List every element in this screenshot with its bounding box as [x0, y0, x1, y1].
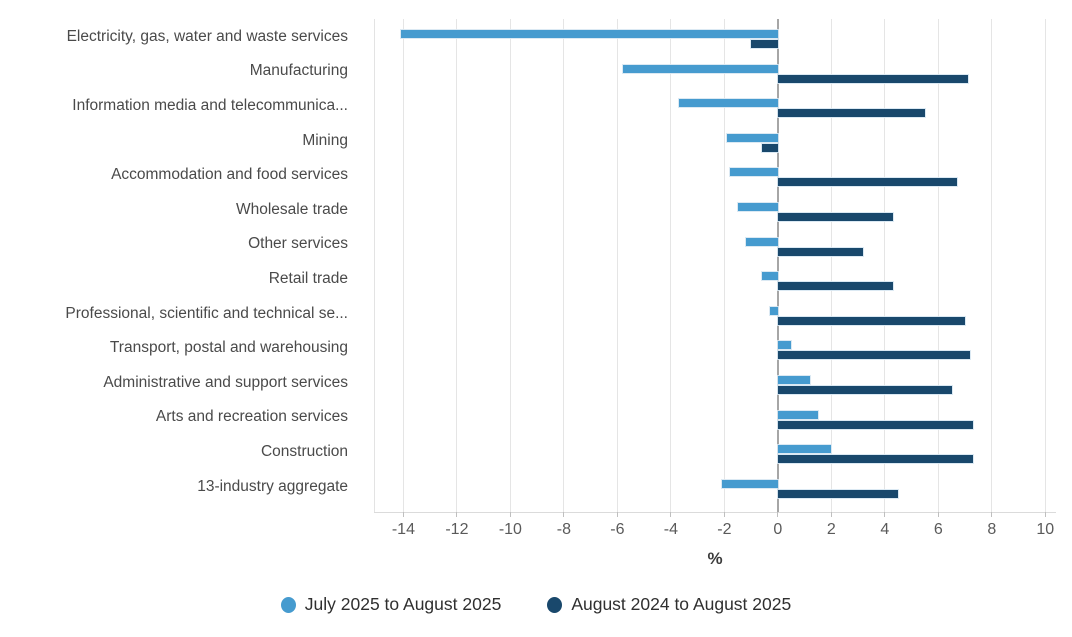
x-tick-label: 2: [826, 521, 836, 538]
chart-legend: July 2025 to August 2025 August 2024 to …: [0, 594, 1072, 615]
category-label: 13-industry aggregate: [197, 477, 348, 495]
plot-left-edge: [374, 19, 375, 512]
x-tick-mark: [402, 512, 404, 517]
x-tick-label: 6: [933, 521, 943, 538]
legend-item-august-2024-to-august-2025[interactable]: August 2024 to August 2025: [547, 594, 791, 615]
x-axis-label: %: [707, 549, 723, 568]
x-tick-label: 0: [773, 521, 783, 538]
gridline: [991, 19, 993, 512]
bar-series-1[interactable]: [720, 478, 779, 489]
category-label: Professional, scientific and technical s…: [65, 304, 348, 322]
bar-series-2[interactable]: [776, 385, 953, 395]
x-tick-label: -8: [556, 521, 571, 538]
bar-series-1[interactable]: [728, 167, 779, 178]
bar-series-2[interactable]: [750, 39, 779, 49]
gridline: [830, 19, 832, 512]
x-tick-label: -14: [391, 521, 415, 538]
category-label: Accommodation and food services: [111, 166, 348, 184]
x-tick-mark: [616, 512, 618, 517]
x-tick-mark: [563, 512, 565, 517]
gridline: [723, 19, 725, 512]
bar-series-1[interactable]: [776, 409, 819, 420]
bar-series-2[interactable]: [776, 350, 972, 361]
bar-series-2[interactable]: [776, 281, 894, 292]
bar-series-1[interactable]: [776, 375, 811, 385]
category-label: Arts and recreation services: [155, 408, 348, 426]
x-tick-label: -6: [610, 521, 625, 538]
bar-series-1[interactable]: [726, 132, 779, 143]
category-label: Retail trade: [268, 269, 348, 287]
x-tick-mark: [723, 512, 725, 517]
gridline: [884, 19, 886, 512]
x-tick-label: 8: [987, 521, 997, 538]
x-tick-label: -10: [498, 521, 522, 538]
bar-series-1[interactable]: [776, 340, 793, 351]
category-label: Electricity, gas, water and waste servic…: [66, 27, 348, 45]
bar-series-1[interactable]: [621, 63, 779, 74]
x-tick-mark: [991, 512, 993, 517]
legend-label: July 2025 to August 2025: [304, 594, 502, 614]
bar-series-2[interactable]: [760, 142, 779, 153]
category-label: Other services: [248, 235, 348, 253]
x-tick-label: -4: [663, 521, 678, 538]
gridline: [456, 19, 458, 512]
x-tick-label: -12: [445, 521, 469, 538]
bar-series-1[interactable]: [768, 305, 779, 316]
bar-series-2[interactable]: [776, 73, 969, 84]
bar-series-2[interactable]: [776, 419, 975, 430]
x-tick-mark: [1044, 512, 1046, 517]
bar-series-1[interactable]: [677, 98, 779, 109]
gridline: [509, 19, 511, 512]
bar-series-1[interactable]: [776, 444, 833, 455]
zero-line: [776, 19, 779, 512]
gridline: [402, 19, 404, 512]
x-tick-mark: [884, 512, 886, 517]
x-tick-label: 4: [880, 521, 890, 538]
bar-series-2[interactable]: [776, 246, 865, 257]
bar-series-1[interactable]: [399, 29, 779, 39]
bar-series-2[interactable]: [776, 212, 894, 222]
bar-series-2[interactable]: [776, 315, 967, 326]
gridline: [616, 19, 618, 512]
x-tick-mark: [670, 512, 672, 517]
gridline: [563, 19, 565, 512]
bar-series-1[interactable]: [744, 236, 779, 247]
x-tick-mark: [456, 512, 458, 517]
category-label: Construction: [260, 442, 348, 460]
category-label: Administrative and support services: [103, 373, 348, 391]
bar-series-2[interactable]: [776, 488, 900, 499]
bar-series-2[interactable]: [776, 108, 926, 119]
category-label: Manufacturing: [249, 62, 348, 80]
x-tick-mark: [830, 512, 832, 517]
gridline: [937, 19, 939, 512]
bar-series-1[interactable]: [760, 271, 779, 282]
category-label: Wholesale trade: [235, 200, 348, 218]
x-tick-mark: [777, 512, 779, 517]
legend-label: August 2024 to August 2025: [571, 594, 792, 614]
bar-series-2[interactable]: [776, 454, 975, 465]
legend-dot-icon: [280, 596, 296, 613]
bar-series-2[interactable]: [776, 177, 959, 188]
x-tick-mark: [937, 512, 939, 517]
legend-dot-icon: [547, 596, 563, 613]
x-axis-line: [374, 512, 1056, 513]
x-tick-mark: [509, 512, 511, 517]
legend-item-july-2025-to-august-2025[interactable]: July 2025 to August 2025: [280, 594, 502, 615]
x-tick-label: 10: [1036, 521, 1055, 538]
gridline: [670, 19, 672, 512]
category-label: Information media and telecommunica...: [72, 96, 348, 114]
category-label: Transport, postal and warehousing: [109, 339, 348, 357]
gridline: [1044, 19, 1046, 512]
x-tick-label: -2: [717, 521, 732, 538]
bar-series-1[interactable]: [736, 202, 779, 212]
category-label: Mining: [302, 131, 348, 149]
